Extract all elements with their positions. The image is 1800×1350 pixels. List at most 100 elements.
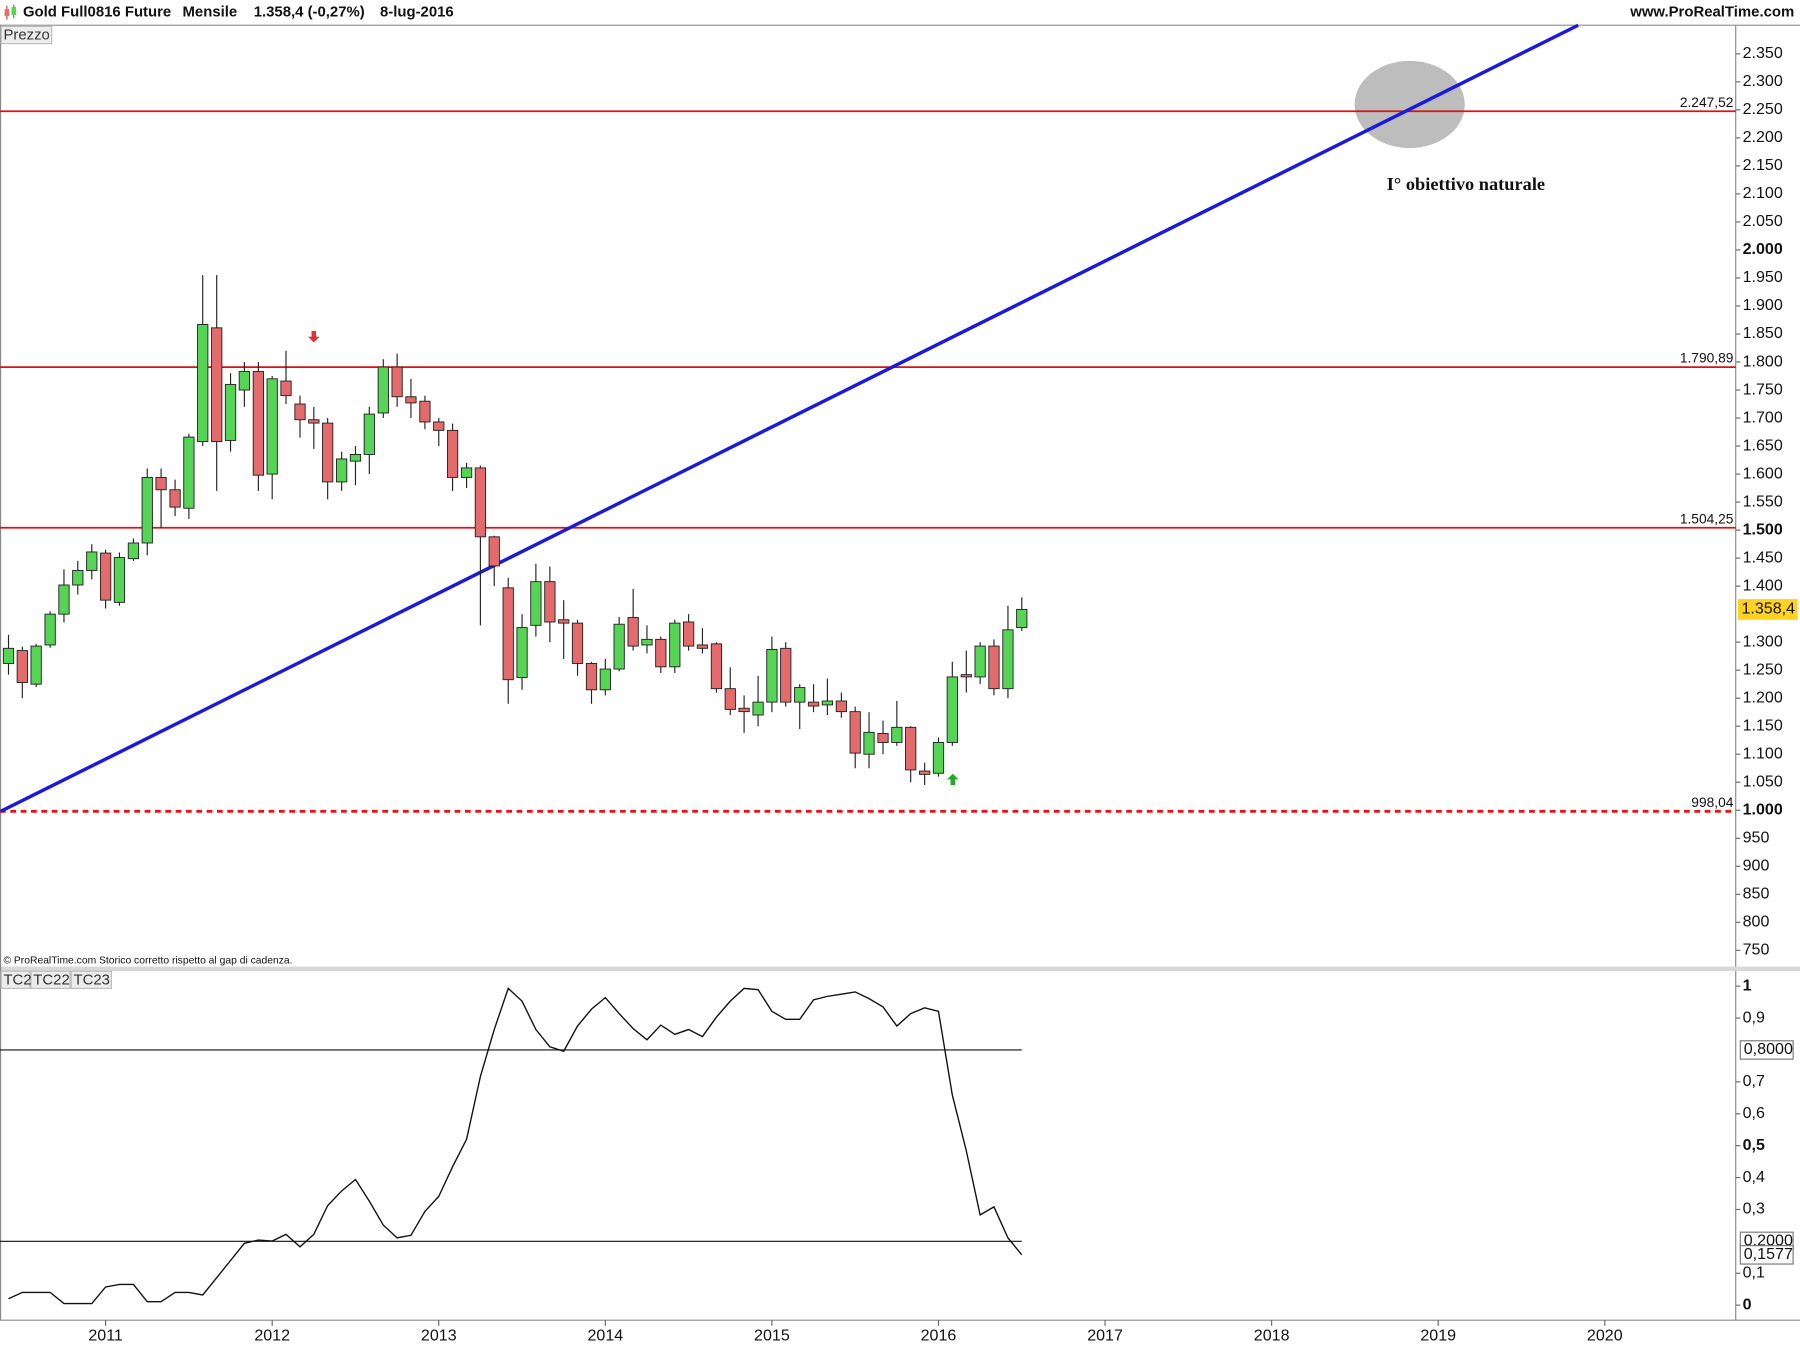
candle-body — [988, 645, 1000, 690]
candle-body — [655, 638, 667, 668]
candle-body — [877, 733, 889, 743]
x-tick-label: 2015 — [754, 1326, 790, 1344]
candle-body — [891, 726, 903, 743]
y-tick-label: 950 — [1743, 829, 1770, 847]
y-tick-label: 1.450 — [1743, 548, 1783, 566]
y-tick-label: 1.150 — [1743, 716, 1783, 734]
candle-body — [849, 711, 861, 754]
panel-label: TC23 — [73, 971, 109, 988]
x-tick-label: 2020 — [1587, 1326, 1623, 1344]
candle-body — [724, 688, 736, 710]
candle-body — [766, 648, 778, 703]
y-tick-label: 800 — [1743, 913, 1770, 931]
y-tick-label: 2.200 — [1743, 128, 1783, 146]
candle-body — [530, 581, 542, 626]
y-tick-label: 2.100 — [1743, 184, 1783, 202]
y-tick-label: 0,5 — [1743, 1136, 1765, 1154]
y-tick-label: 1.000 — [1743, 801, 1783, 819]
candle-body — [169, 489, 181, 508]
level-label: 2.247,52 — [1680, 95, 1734, 110]
y-tick-label: 1.400 — [1743, 576, 1783, 594]
candle-body — [127, 542, 140, 560]
candle-body — [322, 422, 334, 483]
level-label: 1.504,25 — [1680, 511, 1734, 526]
candle-body — [2, 647, 15, 664]
candle-body — [599, 668, 611, 691]
y-tick-label: 2.050 — [1743, 212, 1783, 230]
y-tick-label: 2.150 — [1743, 156, 1783, 174]
date: 8-lug-2016 — [380, 4, 454, 21]
candle-body — [946, 676, 958, 743]
x-tick-label: 2018 — [1254, 1326, 1290, 1344]
y-tick-label: 0,7 — [1743, 1072, 1765, 1090]
y-tick-label: 0,3 — [1743, 1200, 1765, 1218]
y-tick-label: 1.950 — [1743, 268, 1783, 286]
y-tick-label: 2.350 — [1743, 44, 1783, 62]
candle-body — [474, 467, 487, 538]
y-tick-label: 1.500 — [1743, 520, 1783, 538]
last-value-label: 0,1577 — [1744, 1245, 1793, 1263]
candle-body — [752, 701, 764, 716]
y-tick-label: 1.900 — [1743, 296, 1783, 314]
level-label: 0,8000 — [1744, 1040, 1793, 1058]
last-value-badge — [1739, 1245, 1794, 1265]
y-tick-label: 0,9 — [1743, 1008, 1765, 1026]
candle-body — [613, 623, 625, 670]
annotation: I° obiettivo naturale — [1387, 174, 1545, 194]
candle-body — [308, 419, 320, 424]
candle-body — [502, 587, 514, 681]
y-tick-label: 1.850 — [1743, 324, 1783, 342]
header-bar — [0, 0, 1800, 26]
site: www.ProRealTime.com — [1629, 4, 1794, 21]
candle-body — [99, 552, 112, 601]
level-badge — [1739, 1040, 1794, 1060]
candle-body — [433, 421, 445, 431]
y-tick-label: 1.100 — [1743, 744, 1783, 762]
candle-body — [571, 622, 584, 664]
candle-body — [349, 453, 362, 462]
panel-label: Prezzo — [3, 27, 49, 44]
candle-body — [641, 638, 653, 646]
candle-body — [919, 770, 931, 775]
header-icon — [4, 4, 17, 20]
candle-body — [835, 700, 847, 713]
candle-body — [905, 726, 917, 771]
last-price-label: 1.358,4 — [1741, 600, 1795, 618]
candle-body — [44, 613, 56, 646]
x-tick-label: 2016 — [921, 1326, 957, 1344]
y-tick-label: 0,1 — [1743, 1264, 1765, 1282]
candle-body — [224, 383, 237, 441]
y-tick-label: 750 — [1743, 941, 1770, 959]
candle-body — [696, 644, 709, 649]
candle-body — [710, 643, 723, 690]
candle-body — [460, 467, 473, 478]
candle-body — [183, 436, 195, 509]
candle-body — [238, 371, 250, 391]
candle-body — [821, 700, 834, 706]
last-price-badge — [1738, 599, 1798, 620]
footnote: © ProRealTime.com Storico corretto rispe… — [3, 956, 292, 967]
candle-body — [336, 458, 348, 483]
y-tick-label: 2.000 — [1743, 240, 1783, 258]
candle-body — [252, 371, 264, 476]
y-tick-label: 2.250 — [1743, 100, 1783, 118]
candle-body — [585, 662, 598, 691]
candle-body — [405, 396, 417, 404]
candle-body — [16, 650, 28, 683]
candle-body — [669, 622, 681, 668]
candle-body — [419, 400, 431, 423]
instrument: Gold Full0816 Future — [23, 4, 171, 21]
candle-body — [211, 327, 223, 443]
candle-body — [738, 707, 750, 713]
y-tick-label: 850 — [1743, 885, 1770, 903]
panel-label-box — [0, 25, 53, 45]
candle-body — [863, 731, 875, 755]
candle-body — [682, 621, 695, 647]
y-tick-label: 1.750 — [1743, 380, 1783, 398]
candle-body — [627, 617, 639, 647]
candle-body — [86, 551, 98, 571]
period: Mensile — [183, 4, 238, 21]
candle-body — [266, 378, 278, 475]
